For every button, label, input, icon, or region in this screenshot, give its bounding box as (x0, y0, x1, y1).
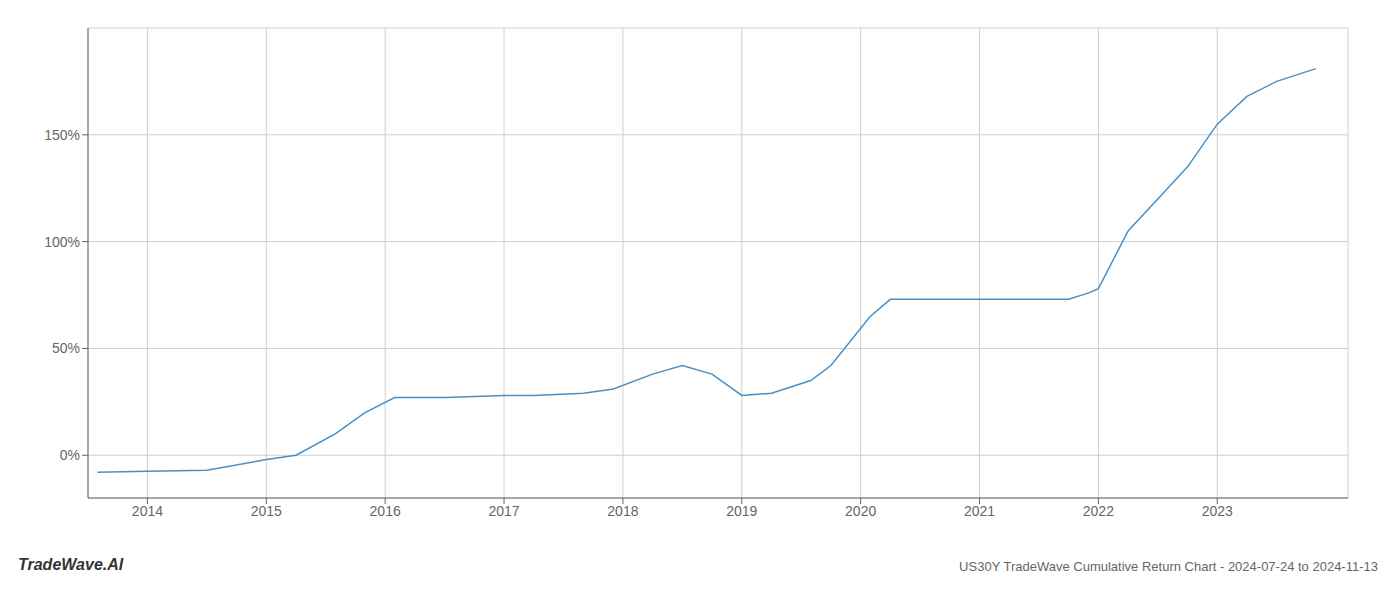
svg-text:2016: 2016 (370, 503, 401, 519)
svg-text:50%: 50% (52, 340, 80, 356)
svg-text:2015: 2015 (251, 503, 282, 519)
svg-text:2019: 2019 (726, 503, 757, 519)
svg-text:2022: 2022 (1083, 503, 1114, 519)
svg-text:100%: 100% (44, 234, 80, 250)
svg-text:2023: 2023 (1202, 503, 1233, 519)
html-text:US30Y TradeWave Cumulative Ret: US30Y TradeWave Cumulative Return Chart … (959, 559, 1378, 574)
svg-text:2017: 2017 (488, 503, 519, 519)
svg-text:150%: 150% (44, 127, 80, 143)
svg-text:2021: 2021 (964, 503, 995, 519)
svg-text:0%: 0% (60, 447, 80, 463)
svg-text:2020: 2020 (845, 503, 876, 519)
html-text:TradeWave.AI: TradeWave.AI (18, 556, 124, 573)
svg-text:2018: 2018 (607, 503, 638, 519)
svg-text:2014: 2014 (132, 503, 163, 519)
